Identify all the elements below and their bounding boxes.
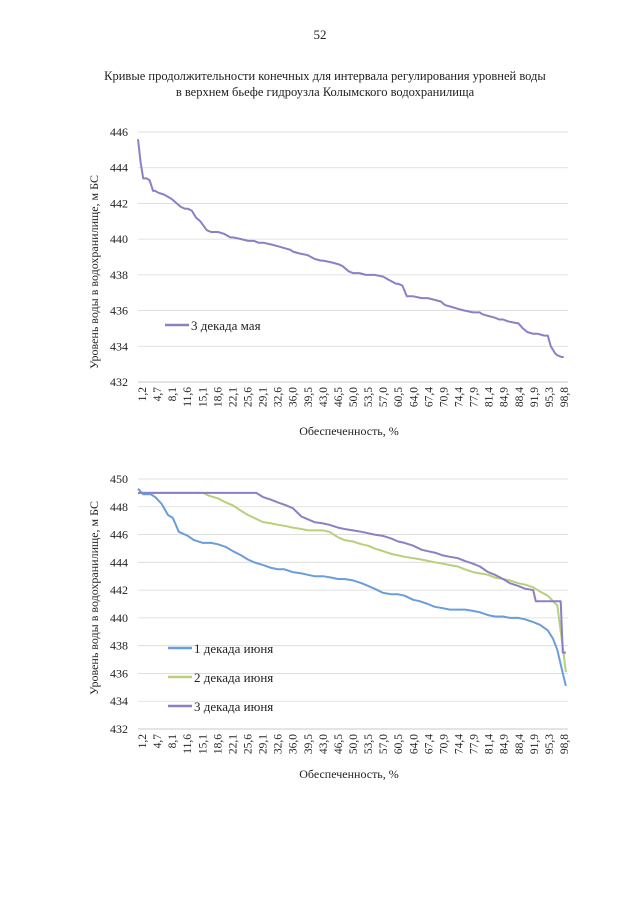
x-tick-label: 32,6 (273, 734, 285, 754)
x-tick-label: 29,1 (258, 387, 270, 407)
x-tick-label: 67,4 (423, 734, 435, 754)
x-tick-label: 36,0 (288, 734, 300, 754)
x-tick-label: 4,7 (152, 387, 164, 402)
y-tick-label: 438 (110, 268, 128, 282)
y-tick-label: 450 (110, 472, 128, 486)
page-number: 52 (313, 27, 327, 42)
x-tick-label: 50,0 (348, 734, 360, 754)
x-tick-label: 95,3 (544, 734, 556, 754)
x-tick-label: 11,6 (182, 734, 194, 754)
x-tick-label: 60,5 (393, 734, 405, 754)
legend-label: 3 декада мая (191, 318, 261, 333)
y-tick-label: 434 (110, 694, 128, 708)
x-tick-label: 18,6 (212, 387, 224, 407)
y-tick-label: 432 (110, 375, 128, 389)
x-tick-label: 95,3 (544, 387, 556, 407)
x-tick-label: 84,9 (499, 387, 511, 407)
y-tick-label: 444 (110, 555, 128, 569)
chart-may-decade-3: Уровень воды в водохранилище, м БС Обесп… (87, 125, 571, 438)
y-tick-label: 440 (110, 611, 128, 625)
x-tick-label: 88,4 (514, 387, 526, 407)
x-tick-label: 1,2 (137, 387, 149, 402)
x-tick-label: 91,9 (529, 387, 541, 407)
y-tick-label: 434 (110, 339, 128, 353)
x-tick-label: 91,9 (529, 734, 541, 754)
x-tick-label: 8,1 (167, 387, 179, 402)
x-tick-label: 32,6 (273, 387, 285, 407)
y-axis-title: Уровень воды в водохранилище, м БС (87, 175, 101, 369)
x-tick-label: 25,6 (243, 387, 255, 407)
y-tick-label: 446 (110, 125, 128, 139)
y-tick-label: 436 (110, 304, 128, 318)
page-title: Кривые продолжительности конечных для ин… (90, 68, 560, 100)
series-line-1 (137, 488, 567, 687)
page-title-line-2: в верхнем бьефе гидроузла Колымского вод… (175, 85, 475, 99)
x-tick-label: 70,9 (438, 734, 450, 754)
x-axis-title: Обеспеченность, % (299, 424, 399, 438)
y-tick-label: 436 (110, 666, 128, 680)
x-tick-label: 57,0 (378, 734, 390, 754)
x-tick-label: 70,9 (438, 387, 450, 407)
x-tick-label: 50,0 (348, 387, 360, 407)
series-line-1 (137, 138, 564, 358)
series-line-2 (138, 491, 567, 673)
x-tick-label: 77,9 (469, 387, 481, 407)
series-line-3 (138, 491, 566, 654)
x-tick-label: 4,7 (152, 734, 164, 749)
x-tick-label: 84,9 (499, 734, 511, 754)
x-tick-label: 1,2 (137, 734, 149, 749)
legend-label: 3 декада июня (194, 699, 273, 714)
legend-label: 2 декада июня (194, 670, 273, 685)
y-tick-label: 442 (110, 583, 128, 597)
y-tick-label: 438 (110, 639, 128, 653)
x-tick-label: 53,5 (363, 734, 375, 754)
x-tick-label: 15,1 (197, 734, 209, 754)
x-tick-label: 98,8 (559, 387, 571, 407)
y-axis-title: Уровень воды в водохранилище, м БС (87, 501, 101, 695)
x-axis-title: Обеспеченность, % (299, 767, 399, 781)
x-tick-label: 46,5 (333, 387, 345, 407)
y-tick-label: 442 (110, 196, 128, 210)
x-tick-label: 11,6 (182, 387, 194, 407)
x-tick-label: 64,0 (408, 387, 420, 407)
y-tick-label: 444 (110, 161, 128, 175)
page-title-line-1: Кривые продолжительности конечных для ин… (104, 69, 546, 83)
y-tick-label: 440 (110, 232, 128, 246)
x-tick-label: 29,1 (258, 734, 270, 754)
x-tick-label: 25,6 (243, 734, 255, 754)
x-tick-label: 46,5 (333, 734, 345, 754)
x-tick-label: 36,0 (288, 387, 300, 407)
legend-label: 1 декада июня (194, 641, 273, 656)
x-tick-label: 43,0 (318, 387, 330, 407)
x-tick-label: 39,5 (303, 387, 315, 407)
x-tick-label: 81,4 (484, 387, 496, 407)
y-tick-label: 446 (110, 528, 128, 542)
x-tick-label: 39,5 (303, 734, 315, 754)
x-tick-label: 67,4 (423, 387, 435, 407)
x-tick-label: 74,4 (454, 387, 466, 407)
x-tick-label: 15,1 (197, 387, 209, 407)
y-tick-label: 432 (110, 722, 128, 736)
x-tick-label: 22,1 (227, 734, 239, 754)
x-tick-label: 60,5 (393, 387, 405, 407)
x-tick-label: 43,0 (318, 734, 330, 754)
chart-june-decades: Уровень воды в водохранилище, м БС Обесп… (87, 472, 571, 781)
x-tick-label: 22,1 (227, 387, 239, 407)
x-tick-label: 81,4 (484, 734, 496, 754)
x-tick-label: 64,0 (408, 734, 420, 754)
x-tick-label: 8,1 (167, 734, 179, 749)
x-tick-label: 98,8 (559, 734, 571, 754)
x-tick-label: 74,4 (454, 734, 466, 754)
x-tick-label: 18,6 (212, 734, 224, 754)
x-tick-label: 88,4 (514, 734, 526, 754)
y-tick-label: 448 (110, 500, 128, 514)
x-tick-label: 53,5 (363, 387, 375, 407)
x-tick-label: 57,0 (378, 387, 390, 407)
x-tick-label: 77,9 (469, 734, 481, 754)
